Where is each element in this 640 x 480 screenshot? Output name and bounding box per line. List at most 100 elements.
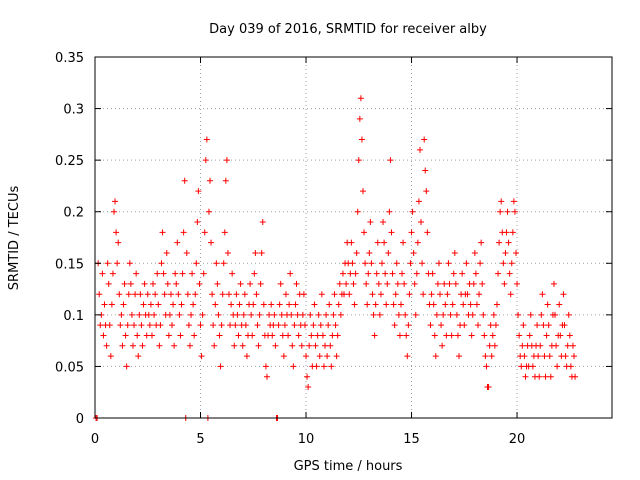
data-point (123, 363, 130, 370)
data-point (411, 280, 418, 287)
data-point (212, 301, 219, 308)
data-point (495, 270, 502, 277)
data-point (394, 280, 401, 287)
data-point (552, 311, 559, 318)
data-point (363, 280, 370, 287)
data-point (290, 363, 297, 370)
data-point (148, 332, 155, 339)
data-point (303, 353, 310, 360)
data-point (263, 373, 270, 380)
data-point (471, 249, 478, 256)
data-point (373, 270, 380, 277)
data-point (416, 146, 423, 153)
data-point (351, 301, 358, 308)
data-point (231, 342, 238, 349)
data-point (490, 311, 497, 318)
data-point (512, 249, 519, 256)
y-tick-label: 0.05 (55, 360, 84, 375)
data-point (186, 342, 193, 349)
data-point (214, 280, 221, 287)
data-point (368, 260, 375, 267)
data-point (154, 270, 161, 277)
data-point (385, 249, 392, 256)
data-point (522, 373, 529, 380)
data-point (252, 249, 259, 256)
data-point (505, 239, 512, 246)
data-point (383, 301, 390, 308)
data-point (207, 177, 214, 184)
data-point (250, 301, 257, 308)
data-point (266, 311, 273, 318)
data-point (218, 322, 225, 329)
data-point (332, 322, 339, 329)
data-point (234, 311, 241, 318)
data-point (213, 260, 220, 267)
data-point (171, 342, 178, 349)
data-point (114, 260, 121, 267)
data-point (286, 301, 293, 308)
data-point (508, 260, 515, 267)
data-point (438, 322, 445, 329)
data-point (96, 291, 103, 298)
data-point (437, 291, 444, 298)
y-tick-label: 0.2 (63, 206, 84, 221)
data-point (255, 342, 262, 349)
data-point (101, 301, 108, 308)
y-tick-label: 0 (76, 412, 84, 427)
data-point (334, 332, 341, 339)
data-point (506, 270, 513, 277)
data-point (289, 342, 296, 349)
data-point (157, 322, 164, 329)
data-point (399, 270, 406, 277)
data-point (293, 280, 300, 287)
data-point (472, 270, 479, 277)
data-point (564, 342, 571, 349)
data-point (192, 291, 199, 298)
data-point (453, 311, 460, 318)
data-point (235, 332, 242, 339)
data-point (405, 322, 412, 329)
data-point (217, 363, 224, 370)
data-point (461, 322, 468, 329)
data-point (178, 301, 185, 308)
data-point (314, 332, 321, 339)
data-point (115, 239, 122, 246)
data-point (195, 188, 202, 195)
data-point (423, 188, 430, 195)
data-point (322, 342, 329, 349)
data-point (328, 363, 335, 370)
data-point (104, 260, 111, 267)
data-point (397, 301, 404, 308)
data-point (156, 342, 163, 349)
data-point (507, 291, 514, 298)
data-point (554, 363, 561, 370)
data-point (175, 291, 182, 298)
data-point (229, 270, 236, 277)
data-point (315, 311, 322, 318)
data-point (318, 291, 325, 298)
data-point (122, 332, 129, 339)
data-point (463, 260, 470, 267)
data-point (165, 332, 172, 339)
data-point (538, 311, 545, 318)
data-point (163, 249, 170, 256)
data-point (357, 95, 364, 102)
data-point (389, 270, 396, 277)
data-point (452, 280, 459, 287)
data-point (310, 322, 317, 329)
data-point (247, 280, 254, 287)
data-point (503, 229, 510, 236)
data-point (388, 229, 395, 236)
data-point (333, 353, 340, 360)
data-point (177, 332, 184, 339)
data-point (295, 332, 302, 339)
data-point (378, 260, 385, 267)
data-point (567, 363, 574, 370)
data-point (404, 353, 411, 360)
data-point (155, 301, 162, 308)
data-point (562, 353, 569, 360)
data-point (386, 208, 393, 215)
data-point (487, 322, 494, 329)
data-point (427, 322, 434, 329)
data-point (166, 311, 173, 318)
